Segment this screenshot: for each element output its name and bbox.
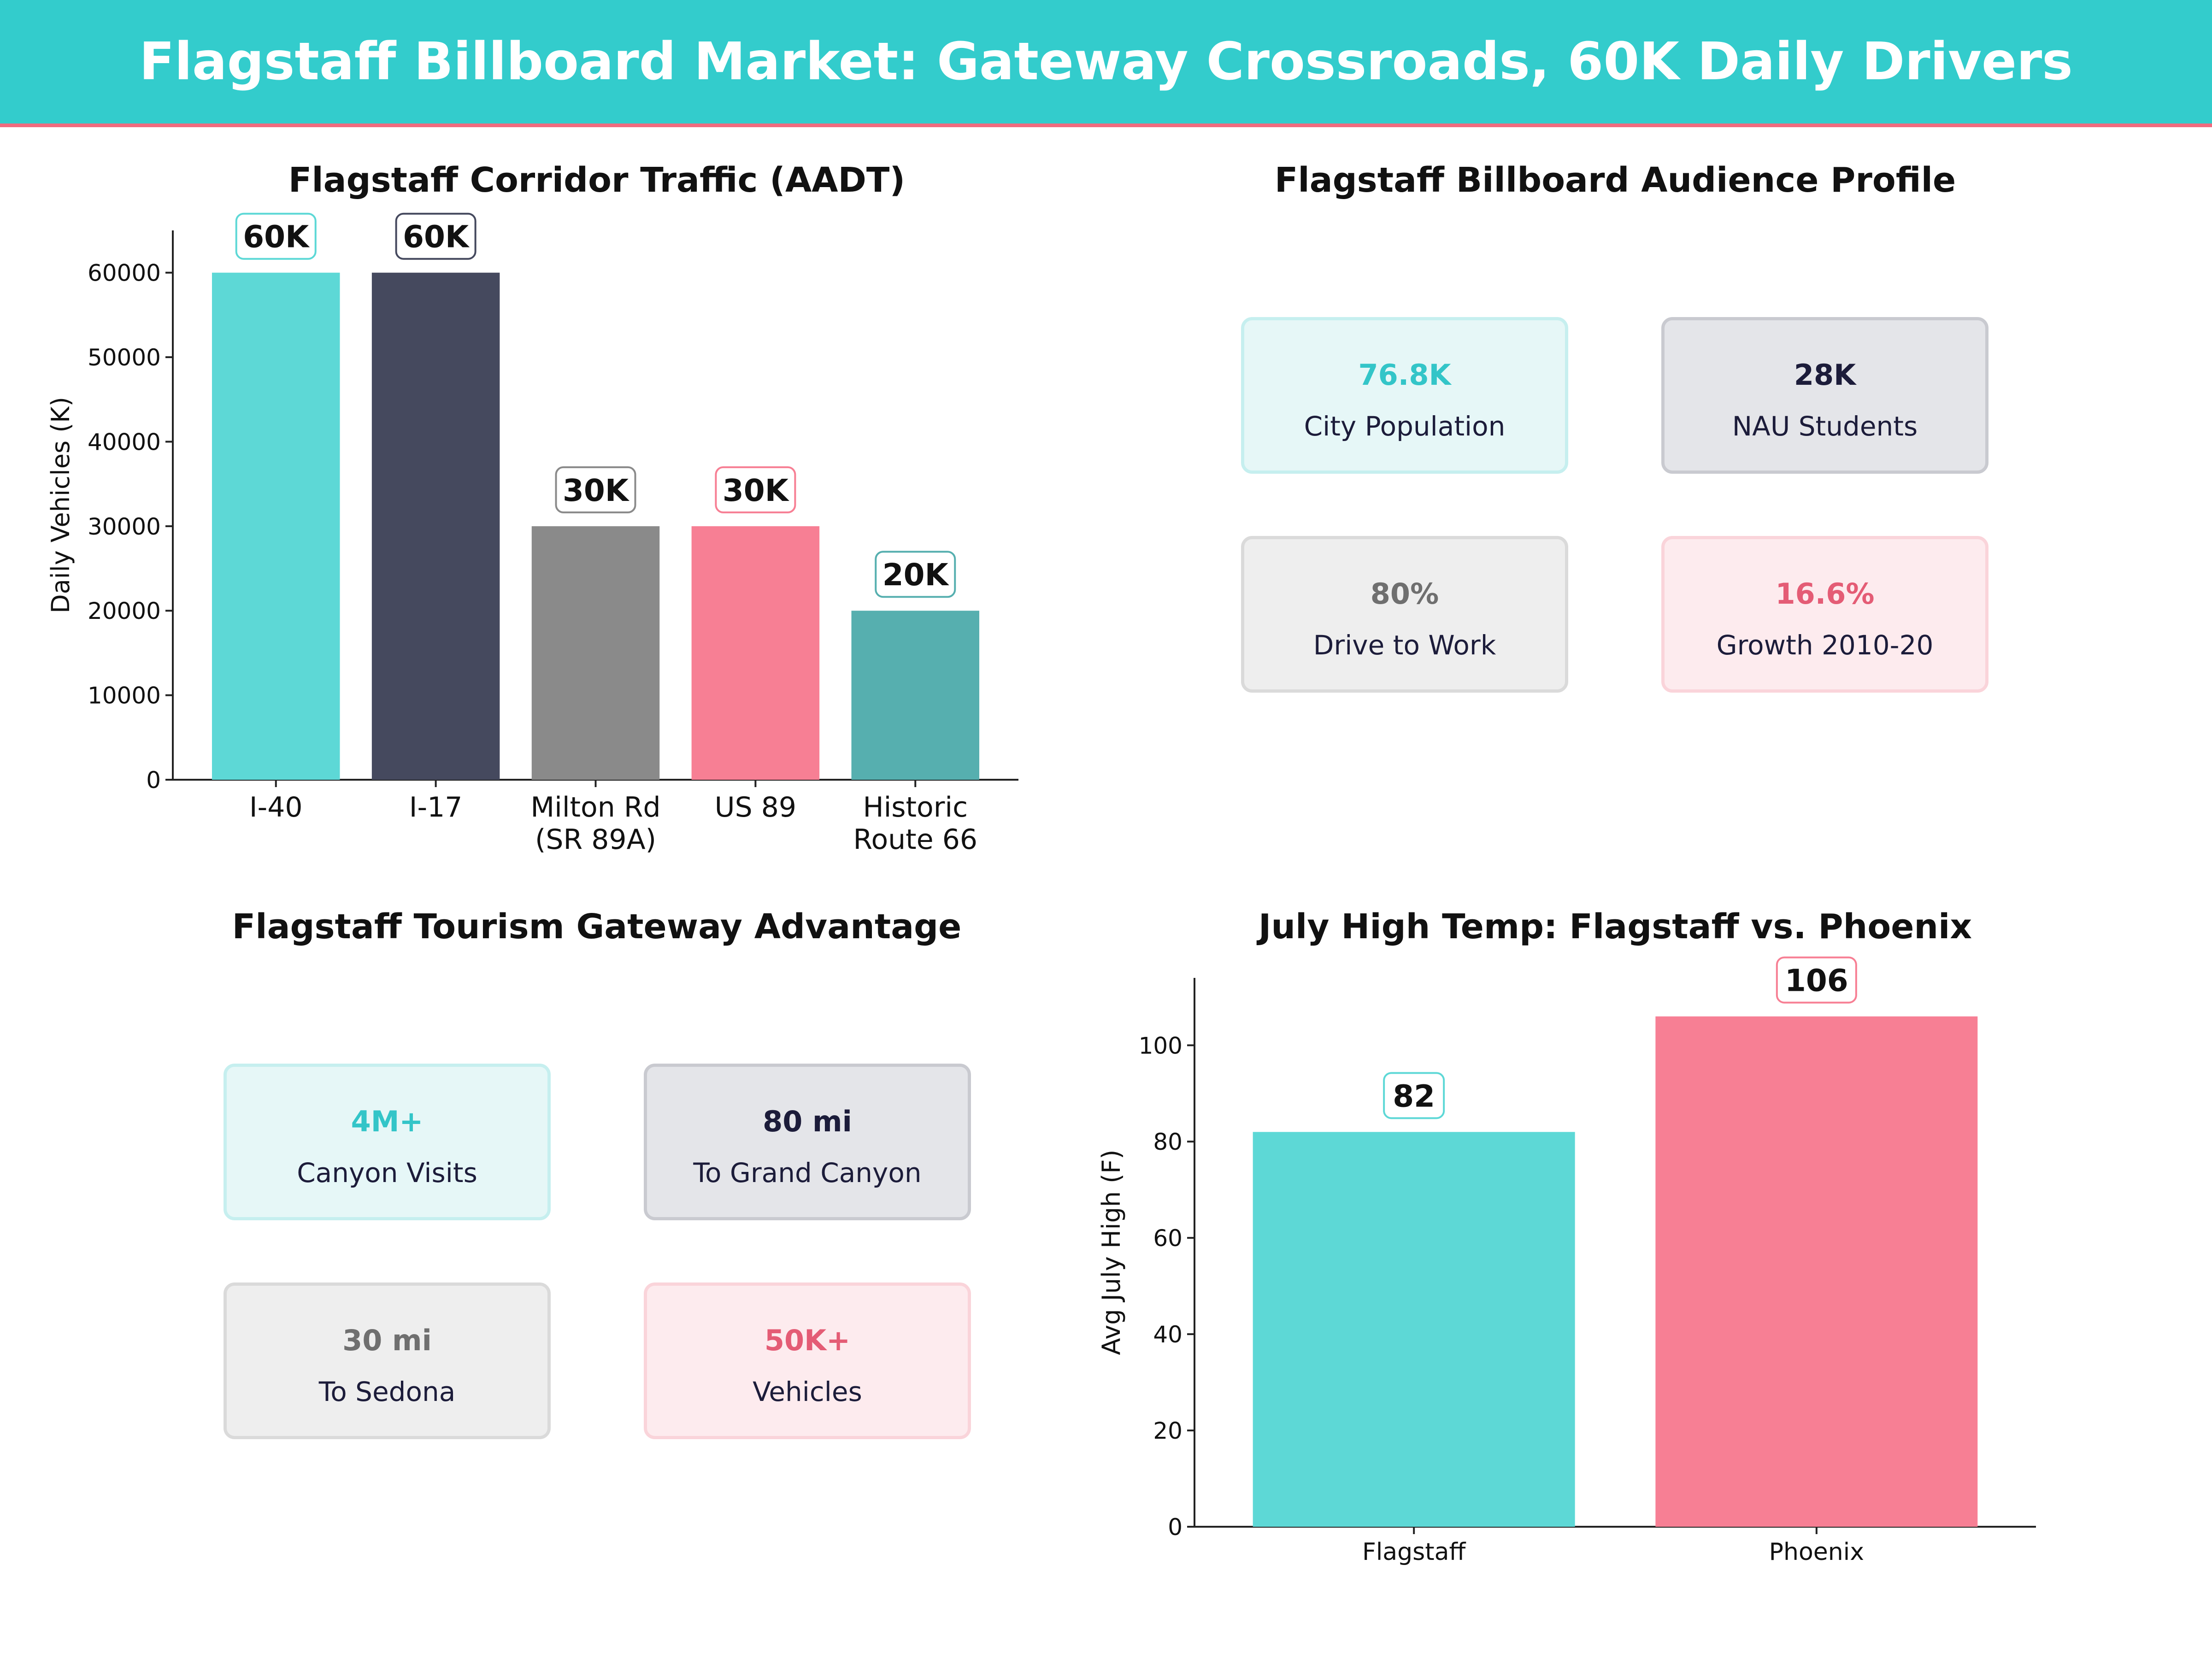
- bar: [691, 526, 820, 780]
- data-label-box: [395, 212, 477, 260]
- data-label: 60K: [243, 219, 310, 255]
- y-tick-label: 10000: [88, 682, 161, 709]
- y-tick-label: 100: [1139, 1032, 1182, 1059]
- audience-card-label: City Population: [1304, 411, 1506, 442]
- data-label: 60K: [403, 219, 470, 255]
- bar: [212, 272, 340, 780]
- y-tick-label: 60000: [88, 260, 161, 287]
- tourism-card: 80 mi To Grand Canyon: [644, 1064, 971, 1220]
- audience-card: 76.8K City Population: [1241, 317, 1568, 474]
- tourism-card-label: Vehicles: [753, 1376, 862, 1407]
- bar: [1655, 1016, 1978, 1527]
- audience-card: 80% Drive to Work: [1241, 536, 1568, 693]
- x-tick-label: I-17: [409, 791, 463, 824]
- y-tick-label: 40: [1153, 1321, 1182, 1348]
- tourism-card-value: 30 mi: [342, 1324, 432, 1357]
- audience-card-label: Growth 2010-20: [1716, 629, 1934, 661]
- data-label: 106: [1785, 963, 1848, 999]
- y-axis-label: Avg July High (F): [1097, 1150, 1126, 1355]
- y-tick-label: 0: [1168, 1514, 1182, 1541]
- audience-card-value: 76.8K: [1358, 358, 1451, 392]
- tourism-card: 4M+ Canyon Visits: [224, 1064, 551, 1220]
- audience-card-label: Drive to Work: [1313, 629, 1496, 661]
- y-tick-label: 50000: [88, 344, 161, 371]
- y-tick-label: 60: [1153, 1225, 1182, 1252]
- y-tick-label: 20000: [88, 598, 161, 624]
- y-tick-label: 0: [146, 767, 161, 794]
- tourism-card: 30 mi To Sedona: [224, 1282, 551, 1439]
- data-label-box: [235, 212, 317, 260]
- audience-card-label: NAU Students: [1732, 411, 1918, 442]
- traffic-chart-title: Flagstaff Corridor Traffic (AADT): [288, 160, 906, 200]
- data-label-box: [555, 466, 636, 513]
- data-label: 20K: [882, 557, 950, 593]
- audience-card: 28K NAU Students: [1661, 317, 1988, 474]
- y-tick-label: 20: [1153, 1418, 1182, 1444]
- tourism-card-label: To Sedona: [318, 1376, 456, 1407]
- audience-panel-title: Flagstaff Billboard Audience Profile: [1274, 160, 1956, 200]
- data-label: 82: [1393, 1078, 1435, 1114]
- audience-card-value: 16.6%: [1775, 577, 1875, 611]
- tourism-card: 50K+ Vehicles: [644, 1282, 971, 1439]
- x-tick-label: Phoenix: [1769, 1538, 1864, 1566]
- data-label-box: [715, 466, 796, 513]
- x-tick-label: Flagstaff: [1362, 1538, 1466, 1566]
- x-tick-label: US 89: [715, 791, 796, 824]
- y-tick-label: 40000: [88, 429, 161, 455]
- x-tick-label: Historic Route 66: [853, 791, 977, 856]
- temp-chart-title: July High Temp: Flagstaff vs. Phoenix: [1258, 907, 1972, 947]
- data-label-box: [1776, 956, 1857, 1004]
- page-title: Flagstaff Billboard Market: Gateway Cros…: [139, 32, 2073, 92]
- audience-card-value: 80%: [1370, 577, 1439, 611]
- audience-card-value: 28K: [1794, 358, 1856, 392]
- tourism-card-value: 50K+: [764, 1324, 851, 1357]
- data-label: 30K: [563, 473, 630, 508]
- tourism-card-label: To Grand Canyon: [693, 1157, 922, 1188]
- bar: [851, 611, 980, 780]
- y-axis-label: Daily Vehicles (K): [46, 397, 75, 613]
- tourism-card-value: 4M+: [351, 1105, 424, 1138]
- tourism-panel-title: Flagstaff Tourism Gateway Advantage: [232, 907, 962, 947]
- audience-card: 16.6% Growth 2010-20: [1661, 536, 1988, 693]
- data-label-box: [1383, 1072, 1445, 1119]
- bar: [531, 526, 660, 780]
- header-banner: Flagstaff Billboard Market: Gateway Cros…: [0, 0, 2212, 127]
- x-tick-label: I-40: [249, 791, 303, 824]
- y-tick-label: 80: [1153, 1129, 1182, 1155]
- bar: [1253, 1132, 1575, 1527]
- data-label: 30K: [723, 473, 790, 508]
- y-tick-label: 30000: [88, 513, 161, 540]
- bar: [371, 272, 500, 780]
- tourism-card-label: Canyon Visits: [297, 1157, 477, 1188]
- x-tick-label: Milton Rd (SR 89A): [530, 791, 660, 856]
- data-label-box: [875, 551, 956, 598]
- tourism-card-value: 80 mi: [763, 1105, 852, 1138]
